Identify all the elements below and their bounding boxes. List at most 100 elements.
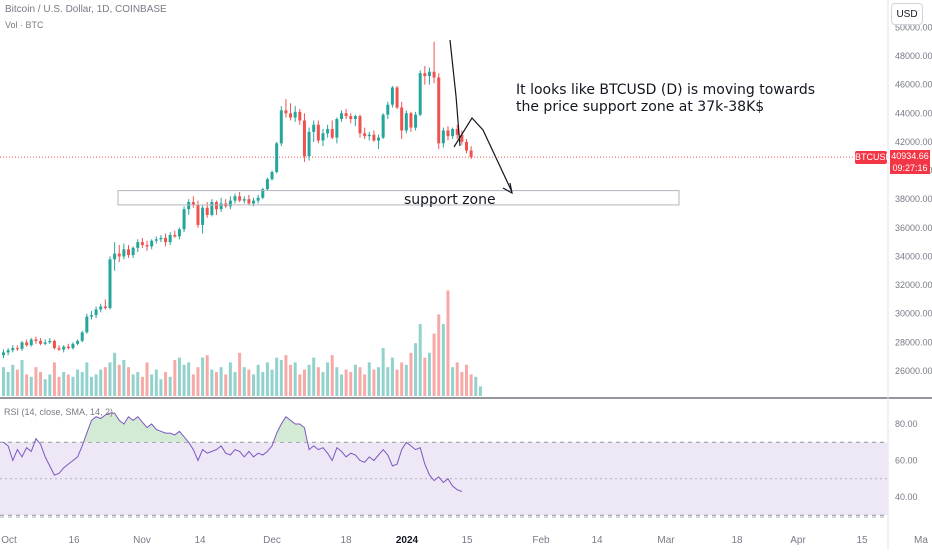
candle-body bbox=[358, 116, 362, 134]
candle bbox=[62, 345, 66, 353]
candle bbox=[76, 339, 80, 346]
candle bbox=[201, 204, 205, 234]
candle bbox=[39, 338, 43, 346]
candle bbox=[159, 234, 163, 243]
candle-body bbox=[386, 104, 390, 115]
candle bbox=[349, 113, 353, 124]
volume-bar bbox=[99, 369, 103, 396]
candle bbox=[210, 199, 214, 217]
volume-bar bbox=[205, 355, 209, 396]
candle-body bbox=[265, 179, 269, 190]
candle-body bbox=[80, 332, 84, 341]
candle-body bbox=[437, 77, 441, 144]
volume-bar bbox=[164, 372, 168, 396]
rsi-line bbox=[3, 412, 463, 492]
candle bbox=[52, 339, 56, 350]
symbol-price-tag: BTCUSD bbox=[855, 151, 893, 164]
volume-bar bbox=[140, 376, 144, 396]
volume-bar bbox=[127, 367, 131, 396]
candle-body bbox=[252, 200, 256, 204]
candle-body bbox=[145, 245, 149, 247]
volume-bar bbox=[460, 372, 464, 396]
time-tick-label: 16 bbox=[68, 535, 80, 546]
candle-body bbox=[423, 73, 427, 77]
candle-body bbox=[418, 73, 422, 115]
candle-body bbox=[344, 113, 348, 117]
candle-body bbox=[238, 196, 242, 201]
time-tick-label: Dec bbox=[263, 535, 281, 546]
candle-body bbox=[214, 202, 218, 210]
volume-bar bbox=[326, 362, 330, 396]
volume-bar bbox=[228, 362, 232, 396]
price-tick-label: 36000.00 bbox=[895, 223, 932, 233]
candle bbox=[372, 130, 376, 142]
candle bbox=[423, 66, 427, 85]
candle bbox=[377, 134, 381, 150]
volume-bar bbox=[367, 362, 371, 396]
volume-bar bbox=[349, 372, 353, 396]
rsi-band bbox=[0, 442, 888, 516]
volume-bar bbox=[298, 374, 302, 396]
candle-body bbox=[210, 202, 214, 215]
candle-body bbox=[140, 242, 144, 245]
candle bbox=[80, 330, 84, 343]
candle-body bbox=[20, 342, 24, 349]
volume-bar bbox=[372, 369, 376, 396]
candle-body bbox=[400, 107, 404, 131]
candle-body bbox=[108, 259, 112, 308]
volume-bar bbox=[275, 357, 279, 396]
volume-bar bbox=[159, 379, 163, 396]
candle-body bbox=[191, 202, 195, 205]
candle bbox=[381, 113, 385, 140]
candle-body bbox=[201, 207, 205, 225]
rsi-tick-label: 60.00 bbox=[895, 456, 918, 466]
candle-body bbox=[94, 309, 98, 316]
volume-bar bbox=[11, 364, 15, 396]
candle bbox=[460, 130, 464, 145]
candle bbox=[6, 348, 10, 356]
volume-bar bbox=[256, 364, 260, 396]
candle bbox=[108, 256, 112, 310]
candle bbox=[339, 110, 343, 122]
volume-bar bbox=[252, 374, 256, 396]
rsi-tick-label: 40.00 bbox=[895, 492, 918, 502]
candle bbox=[437, 73, 441, 150]
candle bbox=[247, 194, 251, 205]
candle-body bbox=[150, 240, 154, 247]
candle-body bbox=[330, 129, 334, 138]
currency-button[interactable]: USD bbox=[891, 3, 923, 25]
candle-body bbox=[99, 306, 103, 310]
volume-bar bbox=[177, 357, 181, 396]
analysis-note-line2: the price support zone at 37k-38K$ bbox=[516, 99, 765, 115]
candle bbox=[228, 196, 232, 210]
candle bbox=[455, 124, 459, 140]
candle-body bbox=[349, 116, 353, 119]
price-tick-label: 30000.00 bbox=[895, 309, 932, 319]
candle-body bbox=[113, 253, 117, 260]
candlesticks bbox=[2, 41, 473, 359]
candle bbox=[465, 139, 468, 154]
price-tick-label: 26000.00 bbox=[895, 366, 932, 376]
candle-body bbox=[256, 197, 260, 201]
candle bbox=[289, 103, 293, 121]
time-tick-label: 14 bbox=[194, 535, 206, 546]
volume-bar bbox=[145, 362, 149, 396]
candle-body bbox=[307, 131, 311, 157]
candle-body bbox=[441, 130, 445, 144]
volume-label: Vol · BTC bbox=[5, 20, 44, 30]
volume-bar bbox=[103, 367, 107, 396]
candle bbox=[400, 101, 404, 140]
candle-body bbox=[43, 342, 47, 344]
candle bbox=[275, 141, 279, 174]
candle-body bbox=[247, 199, 251, 204]
candle bbox=[353, 114, 357, 127]
time-tick-label: Mar bbox=[657, 535, 675, 546]
volume-bar bbox=[478, 386, 482, 396]
price-tick-label: 38000.00 bbox=[895, 194, 932, 204]
volume-bar bbox=[302, 369, 306, 396]
time-tick-label: Apr bbox=[790, 535, 806, 546]
candle-body bbox=[173, 234, 177, 237]
volume-bar bbox=[316, 367, 320, 396]
price-tick-label: 32000.00 bbox=[895, 280, 932, 290]
candle-body bbox=[196, 204, 200, 225]
